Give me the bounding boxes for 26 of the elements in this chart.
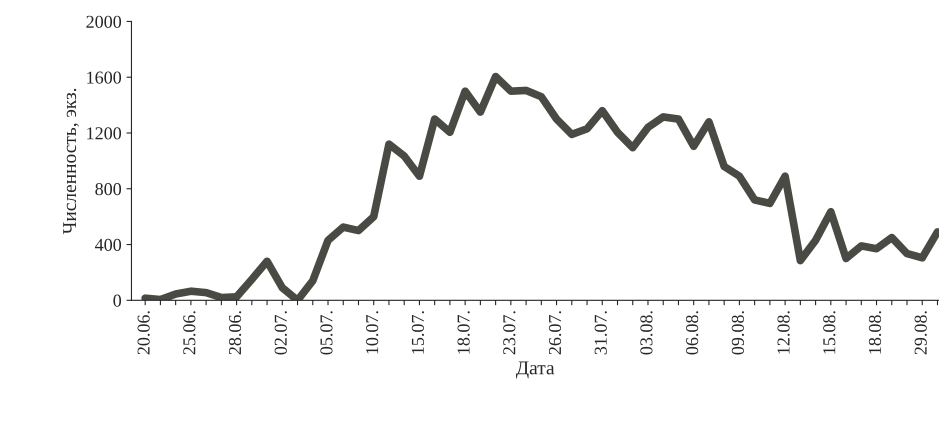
x-tick-label: 23.07. [503, 311, 516, 354]
y-axis-title: Численность, экз. [63, 88, 79, 234]
x-tick-label: 18.07. [457, 311, 470, 354]
y-tick-label: 400 [95, 238, 122, 251]
x-tick-label: 26.07. [548, 311, 562, 354]
x-tick-label: 15.08. [823, 311, 836, 354]
x-tick-label: 20.06. [138, 311, 150, 354]
y-tick-label: 1200 [87, 127, 122, 140]
x-tick-label: 15.07. [412, 311, 424, 354]
x-axis-title: Дата [516, 361, 554, 378]
x-tick-label: 25.06. [183, 311, 196, 354]
x-tick-label: 03.08. [640, 311, 653, 354]
x-tick-label: 18.08. [868, 311, 882, 354]
y-tick-label: 2000 [86, 16, 122, 28]
y-tick-label: 0 [113, 294, 122, 307]
x-tick-label: 06.08. [686, 311, 698, 354]
x-tick-label: 31.07. [594, 311, 607, 354]
x-tick-label: 09.08. [732, 311, 744, 354]
y-tick-label: 1600 [87, 71, 122, 84]
x-tick-label: 10.07. [366, 311, 378, 354]
x-tick-label: 29.08. [914, 311, 927, 354]
x-tick-label: 28.06. [228, 311, 242, 354]
x-tick-label: 05.07. [320, 311, 333, 354]
x-tick-label: 02.07. [274, 311, 287, 354]
x-tick-label: 12.08. [777, 311, 790, 354]
y-tick-label: 800 [95, 183, 122, 196]
